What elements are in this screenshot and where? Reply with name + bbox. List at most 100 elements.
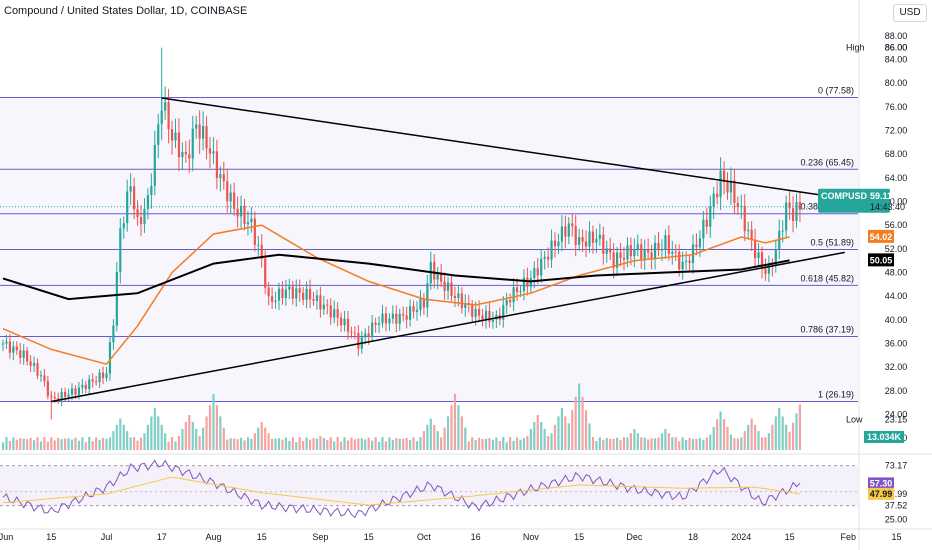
price-tick: 84.00 [885,55,908,65]
volume-bar [246,437,250,450]
price-badge-price: 59.11 [870,191,892,201]
volume-bar [457,405,460,450]
rsi-badge-rsi-ma [868,487,894,500]
candle-body [219,174,222,179]
volume-bar [681,437,684,450]
volume-bar [26,439,29,450]
volume-bar [284,437,287,450]
low-label: Low [846,415,863,425]
candle-body [60,391,63,401]
candle-body [474,309,477,317]
time-tick: 15 [892,532,902,542]
candle-body [774,248,777,267]
volume-bar [267,433,270,450]
volume-bar [95,437,98,450]
currency-button[interactable]: USD [893,4,927,22]
volume-bar [91,441,94,450]
candle-body [409,306,412,320]
price-tick: 88.00 [885,31,908,41]
candle-body [484,310,488,320]
candle-body [233,192,236,209]
volume-bar [322,437,325,450]
candle-body [657,242,660,251]
volume-bar [785,424,788,450]
candle-body [274,300,277,302]
volume-bar [291,437,294,450]
volume-bar [319,436,322,450]
volume-bar [519,439,522,450]
volume-bar [778,408,781,450]
candle-body [519,290,522,293]
time-tick: Oct [417,532,432,542]
volume-bar [219,416,222,450]
volume-bar [754,424,757,450]
trendline-descending-resistance[interactable] [161,97,845,200]
volume-bar [381,437,384,450]
volume-bar [674,437,677,450]
candle-body [433,261,436,280]
volume-bar [336,437,339,450]
volume-bar [84,442,87,450]
candle-body [367,333,370,337]
candle-body [591,231,595,243]
volume-bar [678,441,681,450]
volume-bar [98,439,101,450]
candle-body [581,237,584,242]
candle-body [377,323,381,326]
volume-bar [215,405,218,450]
rsi-line-rsi [2,459,801,519]
candle-body [391,313,394,319]
candle-body [291,286,294,299]
candle-body [246,222,250,225]
volume-bar [388,437,391,450]
volume-bar [188,415,191,450]
candle-body [271,296,274,302]
candle-body [633,249,636,257]
candle-body [754,239,757,259]
volume-bar [709,434,712,450]
volume-bar [157,416,160,450]
candle-body [446,282,450,291]
candle-body [550,240,553,260]
volume-bar [108,437,112,450]
candle-body [239,205,243,217]
volume-bar [202,427,205,450]
candle-body [326,304,329,306]
volume-bar [243,440,246,450]
candle-body [616,252,619,268]
volume-bar [791,422,795,450]
candle-body [346,318,350,332]
candle-body [595,238,598,243]
candle-body [626,245,629,260]
candle-body [115,272,118,326]
candle-body [177,132,181,158]
candle-body [64,391,67,397]
candle-body [733,180,736,204]
candle-body [157,124,160,145]
volume-bar [326,440,329,450]
candle-body [284,289,287,298]
candle-body [674,251,677,253]
fib-label-0: 0 (77.58) [818,85,854,95]
volume-bar [622,437,626,450]
volume-bar [481,438,484,450]
volume-bar [760,437,764,450]
time-tick: 16 [471,532,481,542]
rsi-tick: 37.52 [885,501,908,511]
candle-body [371,322,374,337]
candle-body [150,185,153,196]
candle-body [729,180,733,193]
candle-body [460,293,463,308]
candle-body [395,313,398,324]
volume-bar [371,440,374,450]
trendline-ascending-support[interactable] [51,251,845,403]
volume-bar [688,437,691,450]
volume-bar [705,437,708,450]
volume-bar [422,431,425,450]
volume-bar [64,438,67,450]
volume-bar [716,419,719,450]
candle-body [515,287,519,293]
candle-body [295,288,298,299]
volume-bar [557,416,560,450]
candle-body [153,144,156,186]
